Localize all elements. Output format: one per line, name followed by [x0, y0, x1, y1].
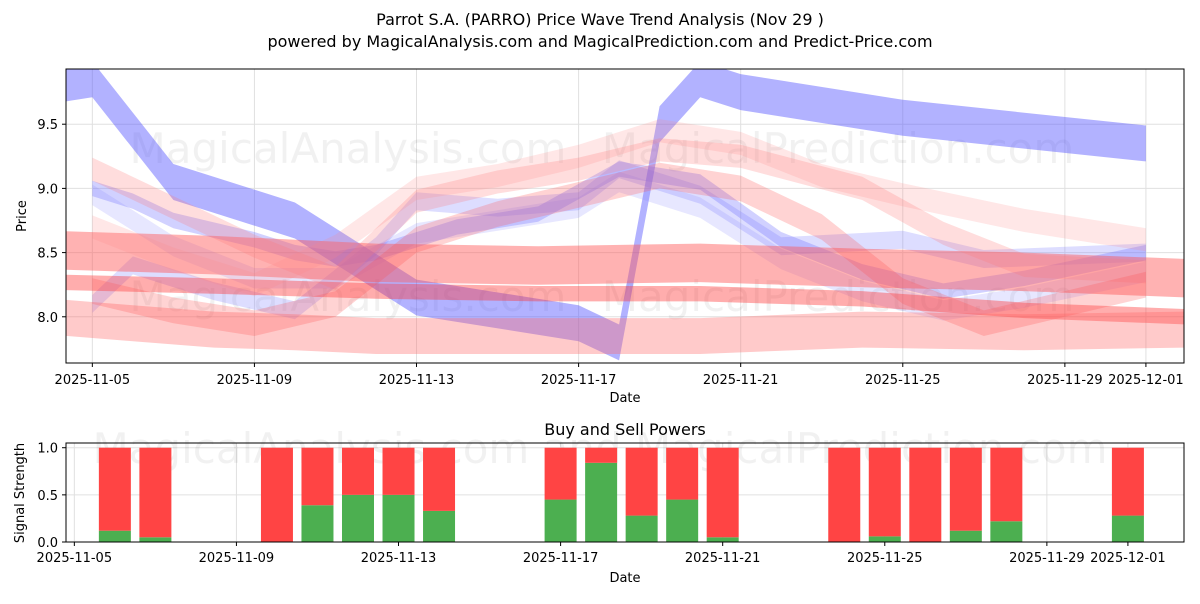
- buy-bar: [666, 499, 699, 542]
- buy-bar: [301, 505, 334, 542]
- signal-chart-title: Buy and Sell Powers: [544, 420, 706, 439]
- sell-bar: [585, 447, 618, 463]
- signal-axes: 2025-11-05 2025-11-09 2025-11-13 2025-11-17…: [37, 442, 1166, 566]
- buy-bar: [544, 499, 577, 542]
- x-tick-label: 2025-11-17: [523, 551, 599, 566]
- wave-band-red-wave-6: [92, 162, 1146, 336]
- y-tick-label: 1.0: [37, 442, 58, 457]
- buy-bar: [382, 494, 415, 542]
- buy-bar: [423, 510, 456, 542]
- x-tick-label: 2025-11-13: [361, 551, 437, 566]
- sell-bar: [382, 447, 415, 495]
- signal-bars: [98, 447, 1144, 542]
- buy-bar: [98, 530, 131, 542]
- x-tick-label: 2025-11-09: [199, 551, 275, 566]
- buy-bar: [139, 537, 172, 542]
- sell-bar: [706, 447, 739, 538]
- sell-bar: [1111, 447, 1144, 516]
- y-tick-label: 9.0: [37, 182, 58, 197]
- x-tick-label: 2025-11-09: [217, 373, 293, 388]
- buy-bar: [585, 462, 618, 542]
- wave-band-red-wave-1: [66, 274, 1184, 325]
- main-chart-subtitle: powered by MagicalAnalysis.com and Magic…: [267, 32, 932, 51]
- wave-band-red-wave-2: [66, 231, 1184, 298]
- main-axes: 2025-11-05 2025-11-09 2025-11-13 2025-11-17…: [37, 118, 1183, 388]
- sell-bar: [990, 447, 1023, 522]
- y-tick-label: 8.5: [37, 247, 58, 262]
- sell-bar: [666, 447, 699, 500]
- sell-bar: [828, 447, 861, 542]
- x-tick-label: 2025-11-21: [685, 551, 761, 566]
- watermark-text: MagicalPrediction.com: [602, 124, 1075, 173]
- watermark-text: MagicalAnalysis.com: [130, 124, 567, 173]
- signal-plot-frame: [65, 442, 1185, 543]
- sell-bar: [423, 447, 456, 511]
- x-tick-label: 2025-11-05: [55, 373, 131, 388]
- x-tick-label: 2025-11-29: [1009, 551, 1085, 566]
- signal-x-axis-label: Date: [609, 571, 640, 586]
- sell-bar: [341, 447, 374, 495]
- wave-band-red-wave-3: [66, 299, 1184, 354]
- x-tick-label: 2025-11-29: [1027, 373, 1103, 388]
- sell-bar: [544, 447, 577, 500]
- y-tick-label: 9.5: [37, 118, 58, 133]
- sell-bar: [909, 447, 942, 542]
- main-plot-frame: [65, 68, 1185, 364]
- sell-bar: [98, 447, 131, 531]
- buy-bar: [990, 521, 1023, 542]
- x-tick-label: 2025-11-17: [541, 373, 617, 388]
- main-grid: [66, 69, 1184, 363]
- y-tick-label: 0.0: [37, 536, 58, 551]
- wave-band-blue-wave-1: [66, 69, 1146, 361]
- sell-bar: [260, 447, 293, 542]
- wave-band-red-wave-4: [92, 138, 1146, 290]
- main-series: [66, 69, 1184, 361]
- signal-y-axis-label: Signal Strength: [13, 443, 28, 543]
- x-tick-label: 2025-11-25: [847, 551, 923, 566]
- wave-band-red-wave-5: [92, 119, 1146, 297]
- buy-bar: [341, 494, 374, 542]
- sell-bar: [949, 447, 982, 531]
- buy-bar: [706, 537, 739, 542]
- buy-bar: [868, 536, 901, 542]
- sell-bar: [139, 447, 172, 538]
- x-tick-label: 2025-11-25: [865, 373, 941, 388]
- x-tick-label: 2025-12-01: [1090, 551, 1166, 566]
- sell-bar: [625, 447, 658, 516]
- main-chart-title: Parrot S.A. (PARRO) Price Wave Trend Ana…: [376, 10, 824, 29]
- watermark-text: MagicalAnalysis.com: [130, 272, 567, 321]
- main-x-axis-label: Date: [609, 391, 640, 406]
- x-tick-label: 2025-12-01: [1108, 373, 1184, 388]
- x-tick-label: 2025-11-21: [703, 373, 779, 388]
- watermark-text: MagicalPrediction.com: [602, 272, 1075, 321]
- buy-bar: [625, 515, 658, 542]
- sell-bar: [868, 447, 901, 537]
- y-tick-label: 0.5: [37, 489, 58, 504]
- main-watermarks: MagicalAnalysis.com MagicalPrediction.co…: [130, 124, 1075, 321]
- buy-bar: [949, 530, 982, 542]
- x-tick-label: 2025-11-13: [379, 373, 455, 388]
- buy-bar: [1111, 515, 1144, 542]
- sell-bar: [301, 447, 334, 506]
- y-tick-label: 8.0: [37, 311, 58, 326]
- wave-band-blue-wave-3: [92, 160, 1146, 320]
- x-tick-label: 2025-11-05: [37, 551, 113, 566]
- main-y-axis-label: Price: [15, 200, 30, 232]
